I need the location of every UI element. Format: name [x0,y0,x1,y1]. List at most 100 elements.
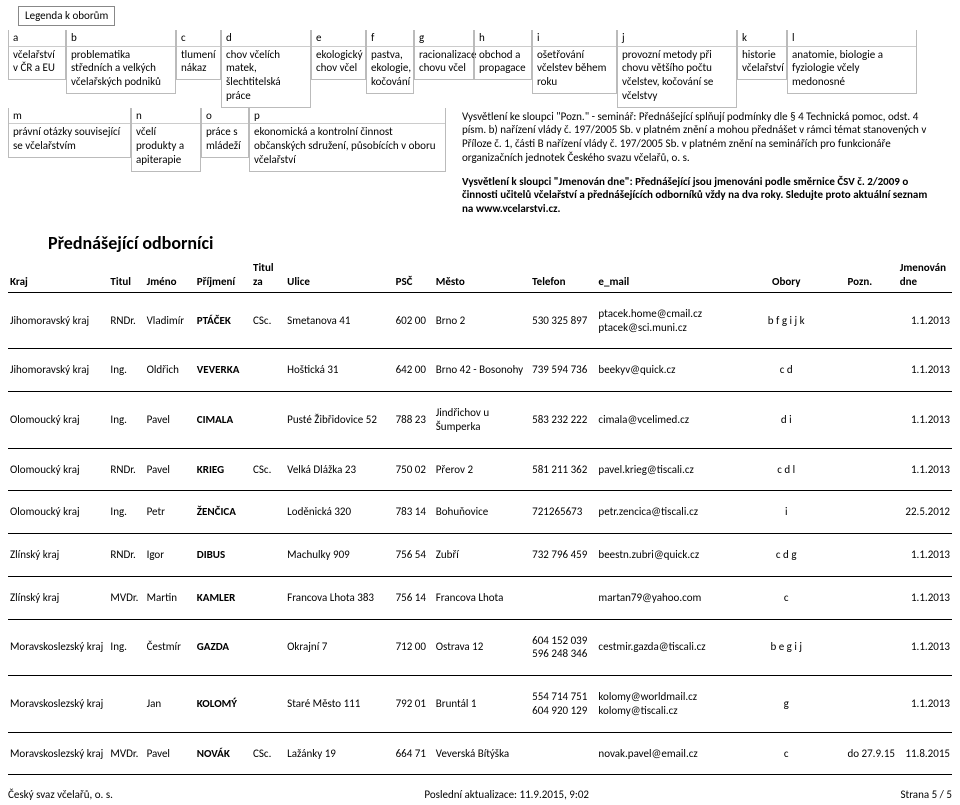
legend-desc: tlumení nákaz [177,47,220,80]
legend-desc: práce s mládeží [202,124,248,157]
cell-psc: 642 00 [394,349,434,392]
cell-email: beestn.zubri@quick.cz [596,534,727,577]
legend-cell-e: eekologický chov včel [311,30,366,80]
cell-obory: c [727,732,846,775]
cell-mesto: Bruntál 1 [434,676,530,733]
col-prijmeni: Příjmení [195,258,251,292]
cell-obory: c d l [727,448,846,491]
cell-pozn: do 27.9.15 [845,732,897,775]
cell-psc: 792 01 [394,676,434,733]
cell-psc: 712 00 [394,619,434,676]
table-row: Olomoucký krajIng.PavelCIMALAPusté Žibři… [8,392,952,449]
cell-obory: c d g [727,534,846,577]
cell-titul: Ing. [108,349,144,392]
cell-psc: 750 02 [394,448,434,491]
cell-prijmeni: GAZDA [195,619,251,676]
cell-email: petr.zencica@tiscali.cz [596,491,727,534]
cell-jmeno: Martin [145,576,195,619]
legend-grid: avčelařství v ČR a EUbproblematika střed… [8,30,952,218]
note-pozn: Vysvětlení ke sloupci "Pozn." - seminář:… [454,108,940,167]
legend-code: e [312,30,365,47]
cell-ulice: Okrajní 7 [285,619,393,676]
cell-pozn [845,392,897,449]
cell-telefon: 530 325 897 [530,292,596,349]
cell-telefon: 583 232 222 [530,392,596,449]
cell-pozn [845,619,897,676]
legend-row-1: avčelařství v ČR a EUbproblematika střed… [8,30,952,108]
cell-jmen: 1.1.2013 [898,349,952,392]
cell-jmeno: Čestmír [145,619,195,676]
legend-code: g [415,30,473,47]
col-pozn: Pozn. [845,258,897,292]
col-email: e_mail [596,258,727,292]
cell-psc: 602 00 [394,292,434,349]
cell-mesto: Brno 42 - Bosonohy [434,349,530,392]
footer-left: Český svaz včelařů, o. s. [8,788,113,802]
legend-title: Legenda k oborům [18,6,115,26]
col-obory: Obory [727,258,846,292]
cell-mesto: Brno 2 [434,292,530,349]
cell-email: cimala@vcelimed.cz [596,392,727,449]
legend-desc: racionalizace chovu včel [415,47,473,80]
cell-email: novak.pavel@email.cz [596,732,727,775]
legend-desc: pastva, ekologie, kočování [367,47,413,93]
legend-code: m [9,108,130,125]
cell-jmen: 1.1.2013 [898,619,952,676]
cell-psc: 664 71 [394,732,434,775]
cell-titul: MVDr. [108,732,144,775]
cell-titul: RNDr. [108,448,144,491]
col-jmeno: Jméno [145,258,195,292]
legend-desc: ekonomická a kontrolní činnost občanskýc… [250,124,445,170]
cell-kraj: Zlínský kraj [8,534,108,577]
cell-jmen: 22.5.2012 [898,491,952,534]
cell-telefon [530,576,596,619]
cell-psc: 788 23 [394,392,434,449]
cell-jmeno: Oldřich [145,349,195,392]
cell-mesto: Přerov 2 [434,448,530,491]
cell-titul: Ing. [108,491,144,534]
cell-titul_za [251,349,285,392]
legend-code: j [618,30,736,47]
legend-cell-g: gracionalizace chovu včel [414,30,474,80]
legend-code: o [202,108,248,125]
section-title: Přednášející odborníci [48,232,952,255]
cell-jmeno: Igor [145,534,195,577]
legend-desc: obchod a propagace [475,47,531,80]
cell-jmeno: Pavel [145,732,195,775]
table-row: Jihomoravský krajIng.OldřichVEVERKAHošti… [8,349,952,392]
cell-jmen: 1.1.2013 [898,392,952,449]
legend-desc: ekologický chov včel [312,47,365,80]
cell-jmen: 11.8.2015 [898,732,952,775]
cell-kraj: Olomoucký kraj [8,392,108,449]
legend-code: c [177,30,220,47]
cell-obory: c d [727,349,846,392]
cell-titul_za [251,619,285,676]
legend-cell-n: nvčelí produkty a apiterapie [131,108,201,172]
cell-ulice: Staré Město 111 [285,676,393,733]
col-jmen: Jmenován dne [898,258,952,292]
cell-titul_za: CSc. [251,292,285,349]
cell-titul: RNDr. [108,534,144,577]
cell-psc: 756 54 [394,534,434,577]
cell-kraj: Jihomoravský kraj [8,349,108,392]
cell-email: martan79@yahoo.com [596,576,727,619]
legend-code: b [67,30,175,47]
cell-mesto: Bohuňovice [434,491,530,534]
cell-prijmeni: CIMALA [195,392,251,449]
cell-telefon: 732 796 459 [530,534,596,577]
cell-psc: 783 14 [394,491,434,534]
cell-ulice: Smetanova 41 [285,292,393,349]
legend-desc: provozní metody při chovu většího počtu … [618,47,736,107]
legend-code: a [9,30,65,47]
col-mesto: Město [434,258,530,292]
col-psc: PSČ [394,258,434,292]
cell-pozn [845,292,897,349]
cell-titul: MVDr. [108,576,144,619]
cell-titul_za [251,576,285,619]
cell-obory: g [727,676,846,733]
cell-ulice: Lažánky 19 [285,732,393,775]
cell-prijmeni: NOVÁK [195,732,251,775]
cell-ulice: Machulky 909 [285,534,393,577]
cell-jmen: 1.1.2013 [898,676,952,733]
legend-desc: včelí produkty a apiterapie [132,124,200,170]
